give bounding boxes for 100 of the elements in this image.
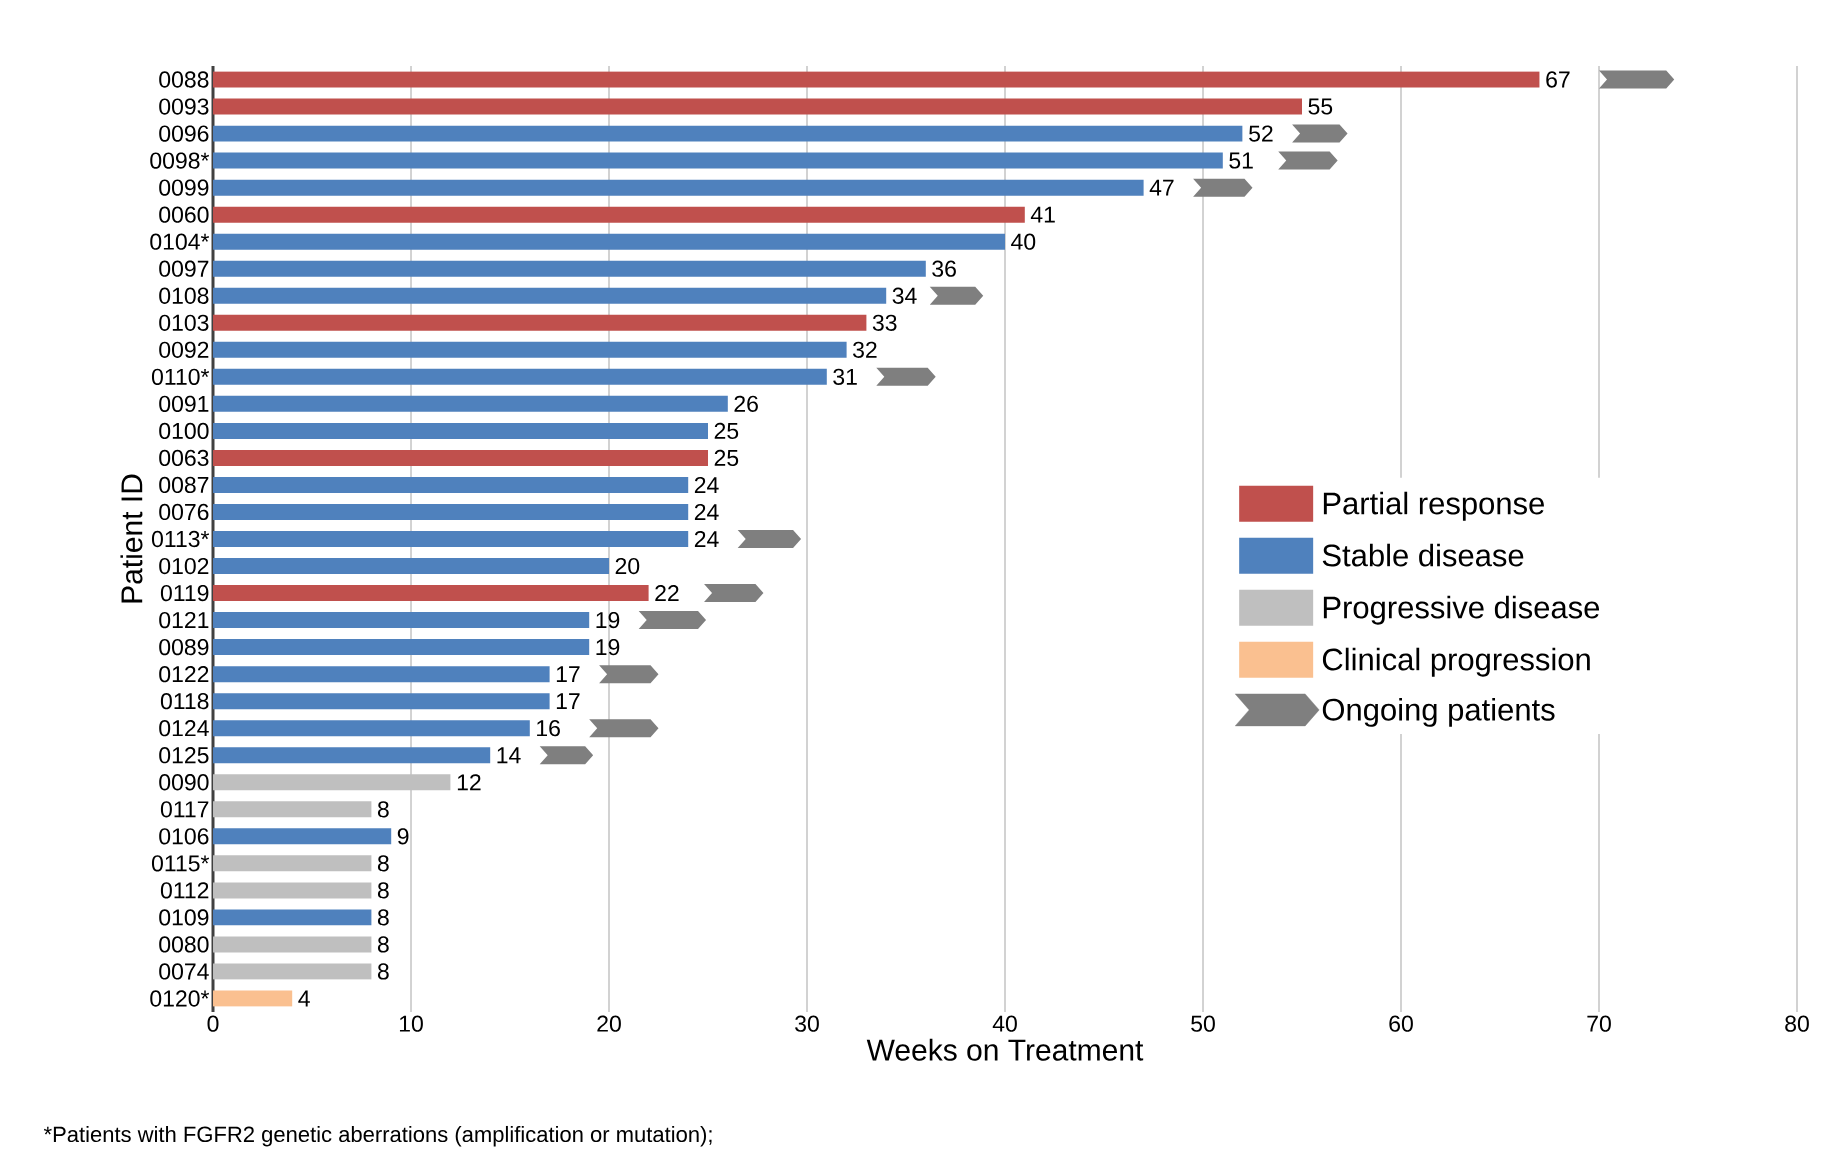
x-tick-label: 30 [795, 1015, 819, 1032]
bar [213, 260, 926, 277]
y-tick-label: 0089 [159, 638, 209, 656]
data-label: 47 [1149, 179, 1174, 196]
bar [213, 233, 1005, 250]
data-label: 4 [298, 990, 310, 1007]
y-tick-label: 0099 [159, 179, 209, 196]
bar [213, 639, 590, 656]
y-tick-label: 0112 [160, 882, 209, 899]
y-axis-title: Patient ID [120, 474, 143, 603]
bar [213, 963, 372, 980]
bar [213, 125, 1243, 142]
y-tick-label: 0090 [159, 774, 209, 791]
data-label: 40 [1011, 233, 1036, 250]
y-tick-label: 0115* [151, 855, 210, 872]
y-tick-label: 0087 [159, 476, 209, 494]
y-tick-label: 0109 [159, 909, 209, 926]
bar [213, 774, 451, 791]
bar [213, 585, 649, 602]
data-label: 8 [377, 882, 389, 899]
data-label: 36 [932, 260, 956, 277]
bar [213, 855, 372, 872]
x-tick-label: 80 [1785, 1015, 1809, 1032]
bar [213, 828, 392, 845]
data-label: 17 [556, 666, 580, 683]
data-label: 24 [694, 476, 719, 493]
bar [213, 558, 609, 575]
y-tick-label: 0091 [159, 395, 209, 412]
data-label: 20 [615, 557, 640, 575]
x-tick-label: 20 [597, 1015, 621, 1032]
y-tick-label: 0060 [159, 206, 209, 223]
x-tick-label: 40 [992, 1015, 1017, 1032]
bar [213, 152, 1223, 169]
text: *Patients with FGFR2 genetic aberrations (amplification or mutation); [43, 1125, 712, 1147]
data-label: 24 [694, 503, 719, 521]
bar [213, 422, 708, 439]
data-label: 41 [1030, 206, 1055, 223]
bar [213, 449, 708, 466]
x-tick-label: 0 [207, 1015, 219, 1032]
y-tick-label: 0108 [159, 287, 209, 304]
data-label: 8 [377, 963, 389, 980]
data-label: 31 [833, 368, 857, 385]
data-label: 9 [397, 828, 409, 845]
bar [213, 71, 1540, 88]
y-tick-label: 0088 [159, 71, 209, 88]
x-tick-label: 50 [1191, 1015, 1215, 1032]
y-tick-label: 0120* [150, 990, 210, 1007]
bar [213, 936, 372, 953]
bar [213, 368, 827, 385]
data-label: 14 [497, 747, 521, 764]
data-label: 32 [853, 341, 877, 358]
legend-label: Clinical progression [1322, 647, 1590, 677]
data-label: 34 [892, 287, 917, 304]
y-tick-label: 0100 [159, 422, 209, 440]
bar [213, 395, 728, 412]
y-tick-label: 0119 [160, 584, 209, 602]
y-tick-label: 0118 [160, 693, 209, 710]
bar [213, 990, 293, 1007]
bar [213, 909, 372, 926]
y-tick-label: 0076 [159, 503, 209, 521]
data-label: 8 [377, 909, 389, 926]
legend-label: Partial response [1323, 491, 1544, 521]
bar [213, 693, 550, 710]
bar [213, 179, 1144, 196]
bar [213, 476, 689, 493]
bar [213, 341, 847, 358]
x-tick-label: 70 [1587, 1015, 1611, 1032]
data-label: 55 [1308, 98, 1333, 115]
x-tick-label: 10 [399, 1015, 423, 1032]
x-axis-title: Weeks on Treatment [866, 1038, 1144, 1061]
y-tick-label: 0106 [159, 828, 209, 845]
y-tick-label: 0113* [151, 530, 210, 548]
y-tick-label: 0110* [151, 368, 210, 385]
bar [213, 666, 550, 683]
bar [213, 531, 689, 548]
data-label: 26 [734, 395, 758, 412]
x-tick-label: 60 [1389, 1015, 1413, 1032]
bar [213, 503, 689, 520]
data-label: 19 [596, 611, 620, 629]
data-label: 67 [1546, 71, 1570, 88]
data-label: 51 [1229, 152, 1253, 169]
y-tick-label: 0102 [159, 557, 209, 575]
y-tick-label: 0097 [159, 260, 209, 277]
bar [213, 98, 1302, 115]
y-tick-label: 0103 [159, 314, 209, 331]
bar [213, 882, 372, 899]
y-tick-label: 0125 [159, 747, 209, 764]
legend-label: Stable disease [1322, 543, 1524, 567]
data-label: 52 [1249, 125, 1273, 142]
data-label: 19 [596, 638, 620, 656]
y-tick-label: 0080 [159, 936, 209, 953]
y-tick-label: 0063 [159, 449, 209, 467]
bar [213, 801, 372, 818]
y-tick-label: 0117 [160, 801, 209, 818]
y-tick-label: 0093 [159, 98, 209, 115]
data-label: 8 [377, 801, 389, 818]
y-tick-label: 0098* [150, 152, 210, 169]
y-tick-label: 0121 [159, 611, 209, 629]
data-label: 25 [714, 422, 739, 440]
data-label: 33 [872, 314, 897, 331]
